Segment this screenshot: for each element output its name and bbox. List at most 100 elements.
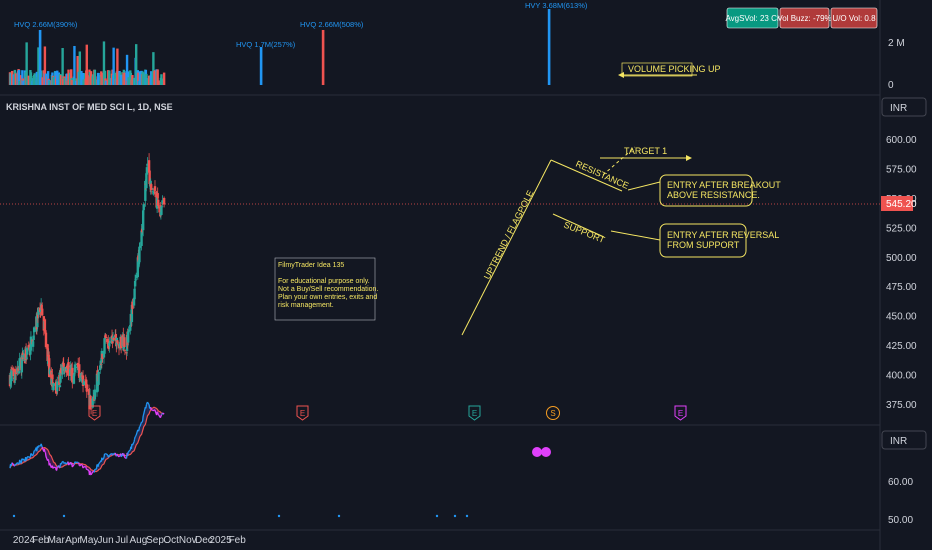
- volume-bar: [102, 41, 106, 85]
- osc-signal-dot: [532, 447, 542, 457]
- candle-body: [50, 377, 54, 385]
- osc-line-segment: [133, 436, 136, 440]
- volume-bar: [152, 52, 155, 85]
- price-axis-label: 450.00: [886, 312, 917, 323]
- candle-body: [161, 200, 164, 205]
- candle-body: [56, 381, 59, 392]
- osc-line-segment: [138, 426, 141, 431]
- candle-body: [14, 372, 17, 381]
- candle-body: [78, 378, 82, 380]
- candle-body: [153, 186, 157, 191]
- candle-body: [74, 366, 77, 368]
- candle-body: [156, 193, 159, 199]
- earnings-marker[interactable]: [296, 405, 309, 421]
- last-price-value: 545.20: [886, 199, 917, 210]
- candle-body: [65, 368, 69, 371]
- osc-line-segment: [62, 461, 65, 463]
- volume-bar: [146, 78, 149, 85]
- osc-line-segment: [74, 461, 76, 463]
- candle-body: [111, 339, 114, 344]
- volume-bar: [125, 54, 129, 85]
- event-markers[interactable]: E E E S E: [88, 405, 687, 421]
- volume-bar: [70, 69, 73, 85]
- volume-bar: [44, 73, 48, 85]
- osc-line-segment: [10, 463, 13, 467]
- candle-body: [86, 390, 89, 392]
- osc-line-segment: [29, 456, 32, 459]
- osc-line-segment: [142, 413, 145, 417]
- currency-button[interactable]: [881, 97, 927, 117]
- candle-body: [89, 395, 92, 408]
- osc-line-segment: [28, 456, 30, 458]
- candle-body: [27, 344, 30, 348]
- volume-bar: [17, 69, 21, 85]
- idea-line: Not a Buy/Sell recommendation.: [278, 286, 378, 293]
- candle-body: [82, 382, 85, 385]
- earnings-marker[interactable]: [468, 405, 481, 421]
- osc-currency-button[interactable]: [881, 430, 927, 450]
- time-axis-label: Sep: [146, 535, 164, 546]
- osc-fill: [135, 435, 137, 447]
- osc-fill: [146, 402, 148, 418]
- osc-line-segment: [80, 463, 83, 466]
- volume-bar: [147, 75, 151, 85]
- candle-body: [162, 197, 166, 205]
- osc-line-segment: [56, 466, 58, 471]
- candle-body: [10, 370, 13, 382]
- osc-line-segment: [25, 459, 28, 461]
- candle-body: [72, 374, 76, 384]
- candle-body: [20, 355, 24, 373]
- volume-badges: AvgSVol: 23 Cr Vol Buzz: -79% U/O Vol: 0…: [725, 7, 878, 29]
- candle-body: [59, 369, 62, 383]
- osc-fill: [132, 441, 134, 452]
- uo-vol-badge: U/O Vol: 0.8: [832, 14, 876, 23]
- candle-body: [73, 372, 76, 375]
- volume-bar: [104, 80, 108, 85]
- candle-body: [134, 278, 137, 280]
- osc-line-segment: [143, 407, 146, 415]
- time-axis-label: Dec: [195, 535, 213, 546]
- volume-bar: [108, 70, 111, 85]
- idea-line: For educational purpose only.: [278, 278, 370, 285]
- osc-line-segment: [157, 412, 159, 415]
- candle-body: [29, 336, 33, 351]
- candle-body: [17, 371, 21, 374]
- osc-axis-label: 60.00: [888, 477, 913, 488]
- osc-line-segment: [137, 430, 140, 432]
- candle-body: [22, 354, 25, 358]
- osc-line-segment: [116, 453, 119, 456]
- time-axis-label: Aug: [129, 535, 147, 546]
- candle-body: [25, 348, 29, 355]
- osc-line-segment: [107, 454, 109, 458]
- earnings-marker[interactable]: [674, 405, 687, 421]
- idea-line: risk management.: [278, 302, 334, 309]
- osc-line-segment: [85, 466, 87, 469]
- volume-bar: [63, 77, 66, 85]
- time-axis-label: Nov: [179, 535, 197, 546]
- osc-signal-line: [9, 406, 165, 473]
- volume-bar: [82, 79, 85, 85]
- volume-spike-bar: [259, 47, 263, 85]
- candle-body: [144, 181, 147, 201]
- entry-breakout-line: ABOVE RESISTANCE.: [667, 190, 760, 200]
- osc-event-dot: [62, 514, 66, 518]
- volume-bar: [67, 69, 70, 85]
- volume-annotation: VOLUME PICKING UP: [628, 64, 721, 74]
- osc-line-segment: [81, 464, 84, 467]
- osc-line-segment: [17, 462, 19, 464]
- candle-body: [104, 336, 108, 338]
- osc-line-segment: [92, 470, 94, 473]
- candle-body: [123, 350, 127, 352]
- candle-body: [114, 334, 117, 342]
- osc-line-segment: [105, 453, 109, 456]
- osc-line-segment: [103, 453, 106, 458]
- candle-body: [133, 280, 137, 287]
- osc-line-segment: [82, 466, 85, 469]
- candle-body: [80, 372, 83, 382]
- osc-line-segment: [126, 451, 129, 457]
- earnings-marker[interactable]: [88, 405, 101, 421]
- split-marker[interactable]: [546, 406, 560, 420]
- candle-body: [145, 167, 149, 175]
- candle-body: [36, 312, 40, 319]
